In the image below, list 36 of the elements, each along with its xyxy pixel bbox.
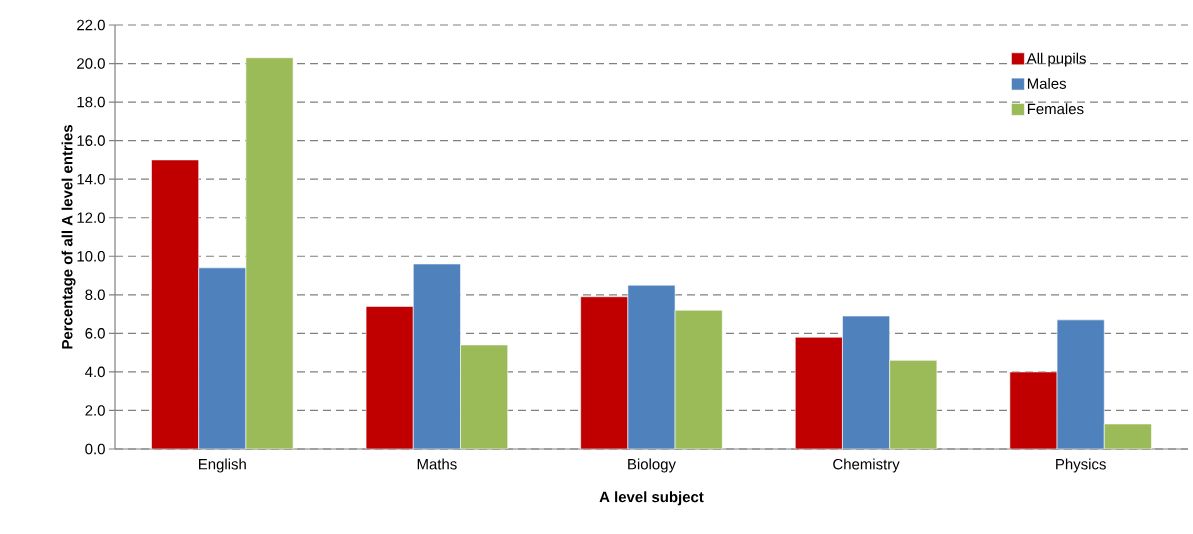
legend-label: Females (1027, 103, 1084, 115)
x-tick-label: Biology (628, 458, 676, 473)
y-tick-label: 16.0 (77, 135, 105, 146)
y-tick-label: 10.0 (77, 250, 105, 262)
y-tick-label: 14.0 (77, 173, 105, 185)
y-axis-title: Percentage of all A level entries (61, 125, 76, 349)
y-tick-label: 0.0 (85, 443, 105, 455)
x-axis-title: A level subject (599, 491, 704, 506)
x-tick-label: Physics (1056, 458, 1106, 473)
y-tick-label: 6.0 (85, 328, 105, 339)
bar (460, 344, 508, 449)
bar (674, 309, 723, 449)
bar (580, 296, 629, 449)
bar (151, 159, 199, 449)
bar (889, 360, 938, 449)
x-tick-label: Maths (417, 458, 457, 470)
y-tick-label: 20.0 (77, 58, 105, 69)
bar (1009, 371, 1058, 449)
y-tick-label: 2.0 (85, 405, 105, 416)
x-tick-label: English (199, 458, 246, 473)
bar (1056, 319, 1105, 449)
bar (794, 336, 843, 449)
y-tick-label: 12.0 (77, 212, 105, 224)
bar (627, 284, 676, 449)
legend-label: All pupils (1026, 52, 1086, 67)
y-tick-label: 22.0 (77, 19, 105, 31)
bar (365, 306, 414, 449)
bar (842, 315, 890, 449)
bar (198, 267, 247, 449)
legend-label: Males (1027, 77, 1067, 89)
y-tick-label: 4.0 (85, 366, 105, 378)
y-tick-label: 18.0 (77, 96, 105, 108)
bar (245, 57, 294, 449)
x-tick-label: Chemistry (833, 458, 900, 473)
bar (412, 263, 461, 449)
y-tick-label: 8.0 (85, 289, 105, 301)
